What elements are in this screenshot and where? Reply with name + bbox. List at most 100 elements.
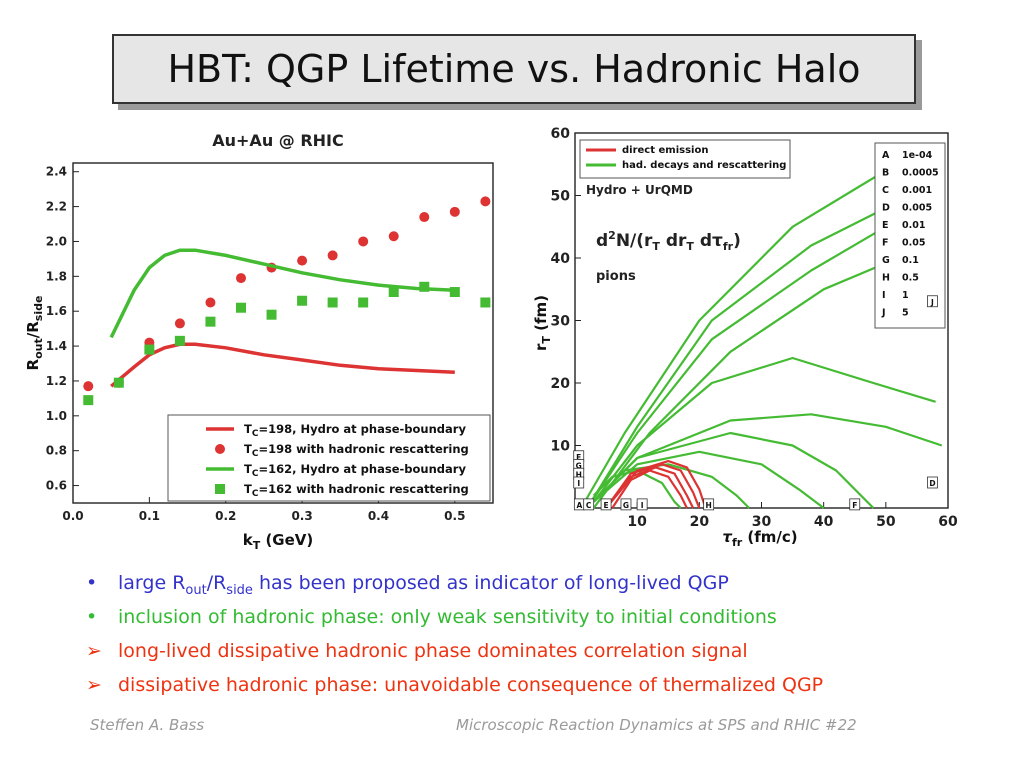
right-contour-line-6 (592, 431, 875, 509)
left-point-circle (480, 196, 491, 207)
right-y-tick-label: 60 (551, 126, 571, 142)
left-legend-label: TC=198 with hadronic rescattering (244, 442, 469, 459)
left-point-circle (449, 206, 460, 217)
left-point-square (358, 297, 369, 308)
bullet-item-4: ➢ dissipative hadronic phase: unavoidabl… (78, 668, 823, 702)
left-xlabel: kT (GeV) (243, 531, 314, 550)
left-point-square (266, 309, 277, 320)
right-chart-subtitle: d2N/(rT drT dτfr) (596, 229, 741, 253)
right-ticks: 10 20 30 40 50 60 10 20 30 40 50 60 (551, 126, 958, 530)
left-point-circle (174, 318, 185, 329)
bullet-text-part: large R (118, 572, 186, 594)
right-legend-items: direct emission had. decays and rescatter… (586, 145, 786, 171)
right-contour-line-11 (605, 463, 701, 509)
left-point-circle (327, 250, 338, 261)
left-y-tick-label: 1.8 (46, 269, 67, 283)
level-letter: F (882, 238, 889, 249)
right-legend-label: direct emission (622, 145, 708, 156)
contour-tag-letter: I (641, 501, 644, 510)
right-chart: 10 20 30 40 50 60 10 20 30 40 50 60 direct emission… (532, 126, 958, 549)
left-y-tick-label: 1.6 (46, 304, 67, 318)
level-letter: E (882, 220, 889, 231)
left-point-square (113, 377, 124, 388)
level-rows: A 1e-04 B 0.0005 C 0.001 D 0.005 E 0.01 F 0.05 G 0.1 H… (881, 150, 939, 319)
level-letter: B (882, 168, 889, 179)
contour-tag (620, 498, 632, 511)
contour-tag-letter: I (577, 479, 580, 488)
bullet-text: inclusion of hadronic phase: only weak s… (118, 606, 777, 628)
bullet-text: dissipative hadronic phase: unavoidable … (118, 674, 824, 696)
left-point-square (83, 395, 94, 406)
left-x-tick-label: 0.2 (215, 509, 236, 523)
contour-tag-letter: D (929, 479, 935, 488)
right-x-tick-label: 50 (876, 514, 896, 530)
contour-tag (636, 498, 648, 511)
left-y-tick-label: 2.4 (46, 165, 67, 179)
right-legend-label: had. decays and rescattering (622, 160, 786, 171)
right-legend: direct emission had. decays and rescatter… (579, 139, 791, 179)
left-legend-swatch (215, 444, 225, 454)
right-xlabel: τfr (fm/c) (722, 528, 797, 549)
left-ylabel: Rout/Rside (24, 296, 45, 371)
right-legend-box (579, 139, 791, 179)
left-point-circle (205, 297, 216, 308)
contour-tag-letter: H (576, 470, 582, 479)
contour-tag-letter: J (930, 298, 934, 307)
arrow-bullet-icon: ➢ (86, 640, 102, 662)
right-contour-line-12 (605, 466, 695, 509)
level-letter: G (882, 255, 890, 266)
right-chart-title: Hydro + UrQMD (586, 183, 693, 197)
right-contour-line-9 (592, 469, 682, 509)
left-y-tick-label: 2.2 (46, 200, 67, 214)
left-point-square (144, 344, 155, 355)
left-point-square (236, 302, 246, 313)
left-point-square (327, 297, 338, 308)
right-contour-line-13 (611, 469, 688, 509)
contour-tag (927, 295, 938, 308)
bullet-item-3: ➢ long-lived dissipative hadronic phase … (78, 634, 823, 668)
right-y-tick-label: 40 (551, 251, 571, 267)
left-legend-items: TC=198, Hydro at phase-boundary TC=198 wi… (206, 422, 469, 499)
slide-title: HBT: QGP Lifetime vs. Hadronic Halo (167, 47, 861, 91)
footer-talk-title: Microscopic Reaction Dynamics at SPS and… (456, 716, 857, 734)
left-y-tick-label: 0.6 (46, 479, 67, 493)
left-x-tick-label: 0.4 (368, 509, 389, 523)
left-legend-label: TC=198, Hydro at phase-boundary (244, 422, 466, 439)
contour-tag (573, 476, 585, 489)
left-point-circle (83, 381, 94, 392)
title-box: HBT: QGP Lifetime vs. Hadronic Halo (112, 34, 916, 104)
left-point-circle (358, 236, 369, 247)
bullet-marker: • (86, 606, 98, 628)
bullet-subscript: side (226, 582, 253, 598)
contour-tag-letter: A (576, 501, 582, 510)
left-point-square (449, 287, 460, 298)
bullet-item-2: • inclusion of hadronic phase: only weak… (78, 600, 823, 634)
left-x-tick-label: 0.5 (444, 509, 465, 523)
right-x-tick-label: 60 (938, 514, 958, 530)
contour-tag-letter: E (604, 501, 609, 510)
right-x-tick-label: 20 (690, 514, 710, 530)
level-letter: A (882, 150, 890, 161)
arrow-bullet-icon: ➢ (86, 674, 102, 696)
right-y-tick-label: 30 (551, 314, 571, 330)
level-value: 0.5 (902, 273, 919, 284)
bullet-marker: • (86, 572, 98, 594)
level-value: 5 (902, 308, 909, 319)
level-value: 0.05 (902, 238, 925, 249)
right-ylabel: rT (fm) (532, 295, 553, 351)
level-letter: J (881, 308, 886, 319)
right-x-tick-label: 30 (752, 514, 772, 530)
left-y-tick-label: 0.8 (46, 444, 67, 458)
left-legend-label: TC=162, Hydro at phase-boundary (244, 462, 466, 479)
left-point-square (419, 281, 430, 292)
bullet-item-1: • large Rout/Rside has been proposed as … (78, 566, 823, 600)
left-point-circle (419, 212, 430, 223)
right-y-tick-label: 20 (551, 376, 571, 392)
left-point-square (297, 295, 308, 306)
level-value: 1 (902, 290, 909, 301)
level-value: 0.005 (902, 203, 932, 214)
left-ticks: 0.0 0.1 0.2 0.3 0.4 0.5 0.6 0.8 1.0 1.2 1.4 1.6 1.8 2… (46, 165, 466, 523)
footer-author: Steffen A. Bass (90, 716, 205, 734)
contour-tag (849, 498, 861, 511)
contour-tag-letter: C (586, 501, 592, 510)
